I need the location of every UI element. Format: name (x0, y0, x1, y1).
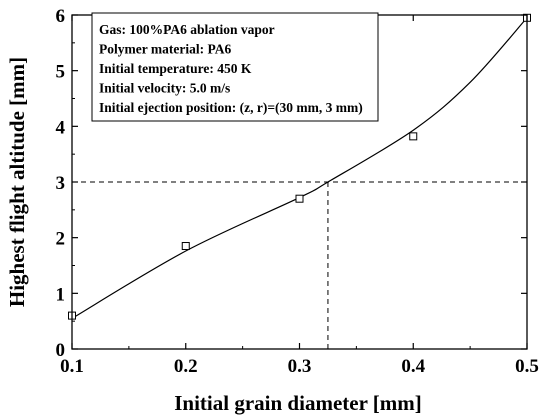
annotation-line: Initial temperature: 450 K (99, 61, 252, 76)
y-tick-label: 1 (56, 284, 66, 305)
y-tick-label: 4 (56, 117, 66, 138)
y-tick-label: 2 (56, 229, 66, 250)
x-axis-title: Initial grain diameter [mm] (174, 391, 422, 415)
data-point (295, 194, 304, 203)
y-axis-title: Highest flight altitude [mm] (5, 57, 29, 307)
data-point (409, 132, 418, 141)
x-tick-label: 0.3 (288, 356, 312, 377)
annotation-box (91, 12, 379, 122)
x-tick-label: 0.5 (515, 356, 539, 377)
annotation-line: Gas: 100%PA6 ablation vapor (99, 22, 275, 37)
x-tick-label: 0.4 (401, 356, 425, 377)
y-tick-label: 6 (56, 6, 66, 27)
y-tick-label: 3 (56, 173, 66, 194)
fitted-curve (71, 17, 528, 319)
x-tick-label: 0.1 (60, 356, 84, 377)
x-tick-label: 0.2 (174, 356, 198, 377)
data-point (181, 242, 190, 251)
annotation-line: Initial velocity: 5.0 m/s (99, 81, 230, 96)
annotation-line: Initial ejection position: (z, r)=(30 mm… (99, 100, 363, 115)
y-tick-label: 5 (56, 62, 66, 83)
annotation-line: Polymer material: PA6 (99, 42, 231, 57)
y-tick-label: 0 (56, 340, 66, 361)
